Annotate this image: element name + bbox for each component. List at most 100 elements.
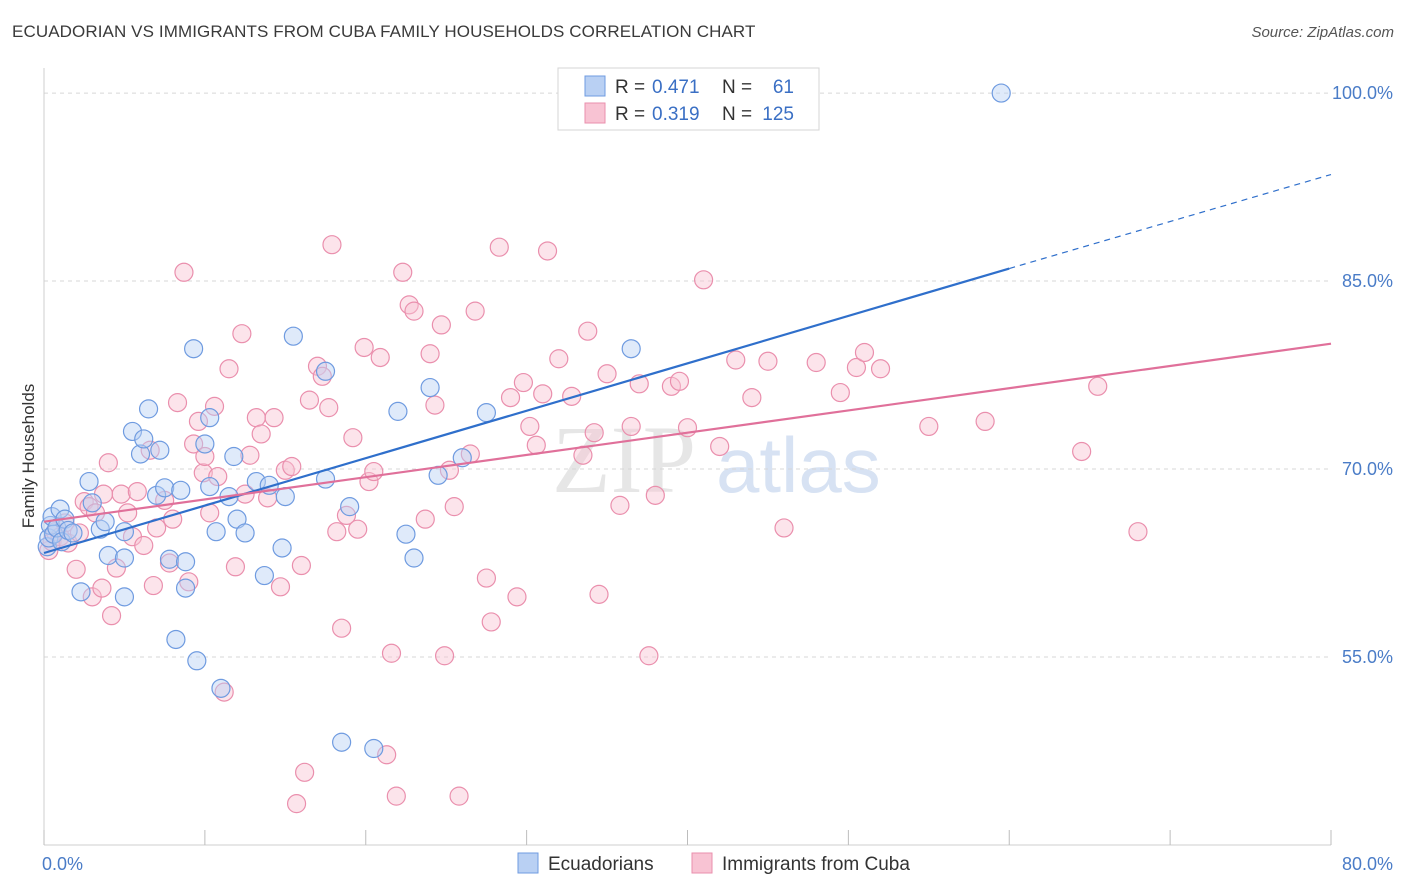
data-point-cuba (240, 445, 260, 465)
data-point-cuba (693, 270, 714, 290)
data-point-cuba (610, 495, 630, 515)
trend-line-cuba (43, 342, 1332, 523)
data-point-ecuadorians (272, 538, 292, 558)
data-point-ecuadorians (171, 480, 191, 500)
data-point-cuba (66, 559, 86, 579)
data-point-cuba (420, 344, 440, 364)
data-point-ecuadorians (254, 565, 274, 586)
watermark-zip: ZIP (552, 406, 696, 513)
data-point-cuba (639, 646, 659, 666)
data-point-ecuadorians (175, 578, 196, 598)
data-point-ecuadorians (340, 497, 360, 517)
data-point-cuba (343, 428, 363, 448)
x-tick-label-min: 0.0% (42, 854, 83, 874)
data-point-cuba (415, 509, 435, 529)
data-point-ecuadorians (200, 408, 220, 428)
data-point-ecuadorians (134, 429, 154, 449)
data-point-ecuadorians (147, 485, 167, 505)
data-point-cuba (127, 481, 147, 502)
data-point-ecuadorians (114, 548, 135, 568)
data-point-ecuadorians (166, 629, 186, 650)
data-point-cuba (299, 390, 320, 410)
trend-lines (43, 173, 1332, 555)
data-point-ecuadorians (159, 549, 180, 569)
data-point-cuba (520, 416, 540, 437)
y-axis-title: Family Households (19, 384, 38, 529)
data-point-cuba (208, 466, 228, 487)
watermark-atlas: atlas (716, 421, 881, 509)
data-point-cuba (742, 387, 762, 408)
trend-line-ecuadorians-extension (1009, 173, 1332, 270)
x-tick-label-max: 80.0% (1342, 854, 1393, 874)
data-point-cuba (251, 424, 271, 444)
data-point-ecuadorians (79, 471, 99, 492)
data-point-cuba (264, 408, 284, 428)
data-point-ecuadorians (200, 476, 220, 497)
data-point-cuba (354, 337, 374, 358)
data-point-ecuadorians (364, 738, 384, 759)
data-point-cuba (710, 436, 730, 457)
x-ticks (43, 830, 1332, 845)
series-ecuadorians (37, 83, 1011, 759)
data-point-cuba (726, 350, 746, 370)
legend-r-label-ecuadorians: R = (615, 77, 645, 98)
data-point-ecuadorians (175, 552, 196, 572)
data-point-cuba (513, 372, 534, 393)
source-label: Source: ZipAtlas.com (1251, 24, 1394, 41)
data-point-cuba (500, 387, 521, 408)
data-point-cuba (975, 411, 995, 432)
data-point-ecuadorians (396, 524, 416, 544)
data-point-cuba (589, 584, 609, 604)
data-point-cuba (774, 518, 794, 538)
data-point-cuba (225, 557, 246, 577)
data-point-cuba (549, 349, 569, 369)
series-immigrants-from-cuba (39, 235, 1148, 814)
data-point-cuba (204, 396, 225, 416)
data-point-cuba (481, 612, 501, 632)
legend-r-value-ecuadorians: 0.471 (652, 77, 700, 98)
data-point-ecuadorians (122, 421, 143, 442)
data-point-cuba (101, 606, 122, 626)
data-point-cuba (758, 351, 778, 371)
data-point-cuba (332, 618, 352, 638)
legend-swatch-cuba (584, 102, 606, 124)
data-point-cuba (393, 262, 413, 282)
data-point-ecuadorians (71, 582, 91, 602)
data-point-cuba (919, 416, 939, 437)
legend-n-value-ecuadorians: 61 (773, 77, 794, 98)
data-point-cuba (319, 398, 339, 418)
series-legend: Ecuadorians Immigrants from Cuba (517, 852, 910, 875)
data-point-cuba (140, 440, 160, 460)
stats-legend: R = 0.471 N = 61 R = 0.319 N = 125 (557, 67, 820, 131)
data-point-cuba (1128, 522, 1148, 542)
data-point-ecuadorians (155, 478, 175, 498)
data-point-cuba (537, 241, 558, 261)
y-tick-labels: 55.0% 70.0% 85.0% 100.0% (1332, 83, 1393, 667)
data-point-ecuadorians (275, 487, 295, 507)
data-point-ecuadorians (184, 339, 204, 359)
data-point-cuba (370, 347, 390, 368)
data-point-ecuadorians (235, 523, 255, 543)
legend-n-label-ecuadorians: N = (722, 77, 752, 98)
data-point-ecuadorians (388, 401, 408, 421)
data-point-cuba (270, 577, 291, 597)
data-point-cuba (174, 262, 194, 282)
data-point-cuba (404, 301, 424, 321)
data-point-cuba (449, 786, 469, 806)
data-point-cuba (322, 235, 342, 255)
data-point-cuba (188, 411, 209, 432)
data-point-cuba (507, 587, 527, 607)
bottom-legend-swatch-cuba (691, 852, 713, 874)
data-point-cuba (425, 395, 445, 415)
data-point-cuba (246, 408, 266, 428)
legend-r-label-cuba: R = (615, 104, 645, 125)
data-point-cuba (526, 435, 546, 455)
data-point-ecuadorians (50, 499, 70, 519)
chart-title: ECUADORIAN VS IMMIGRANTS FROM CUBA FAMIL… (12, 22, 756, 41)
data-point-cuba (219, 359, 239, 379)
bottom-legend-label-ecuadorians: Ecuadorians (548, 854, 654, 875)
data-point-cuba (92, 578, 112, 598)
data-point-cuba (348, 519, 368, 539)
data-point-ecuadorians (315, 361, 336, 381)
